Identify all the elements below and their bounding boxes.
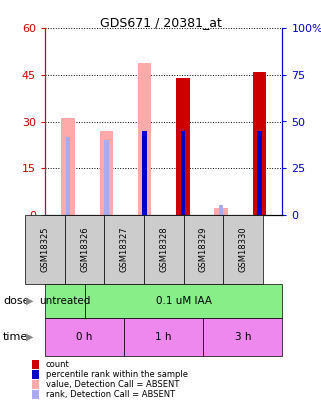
Bar xyxy=(61,118,74,215)
Bar xyxy=(214,209,228,215)
Bar xyxy=(181,131,185,215)
Text: GSM18327: GSM18327 xyxy=(120,226,129,272)
Bar xyxy=(253,72,266,215)
Text: 0.1 uM IAA: 0.1 uM IAA xyxy=(155,296,212,306)
Bar xyxy=(100,131,113,215)
Bar xyxy=(257,131,262,215)
Text: GSM18330: GSM18330 xyxy=(239,226,247,272)
Bar xyxy=(176,78,190,215)
Text: ▶: ▶ xyxy=(26,332,33,342)
Text: dose: dose xyxy=(3,296,30,306)
Text: GSM18329: GSM18329 xyxy=(199,226,208,272)
Text: 0 h: 0 h xyxy=(76,332,93,342)
Text: GSM18326: GSM18326 xyxy=(80,226,89,272)
Text: ▶: ▶ xyxy=(26,296,33,306)
Bar xyxy=(138,62,151,215)
Bar xyxy=(65,137,70,215)
Text: GDS671 / 20381_at: GDS671 / 20381_at xyxy=(100,16,221,29)
Bar xyxy=(142,131,147,215)
Text: 1 h: 1 h xyxy=(155,332,172,342)
Text: rank, Detection Call = ABSENT: rank, Detection Call = ABSENT xyxy=(46,390,175,399)
Bar xyxy=(104,140,108,215)
Text: untreated: untreated xyxy=(39,296,91,306)
Text: percentile rank within the sample: percentile rank within the sample xyxy=(46,370,187,379)
Bar xyxy=(219,205,223,215)
Text: value, Detection Call = ABSENT: value, Detection Call = ABSENT xyxy=(46,380,179,389)
Text: time: time xyxy=(3,332,29,342)
Text: GSM18328: GSM18328 xyxy=(159,226,168,272)
Text: count: count xyxy=(46,360,69,369)
Text: GSM18325: GSM18325 xyxy=(40,226,49,272)
Text: 3 h: 3 h xyxy=(235,332,251,342)
